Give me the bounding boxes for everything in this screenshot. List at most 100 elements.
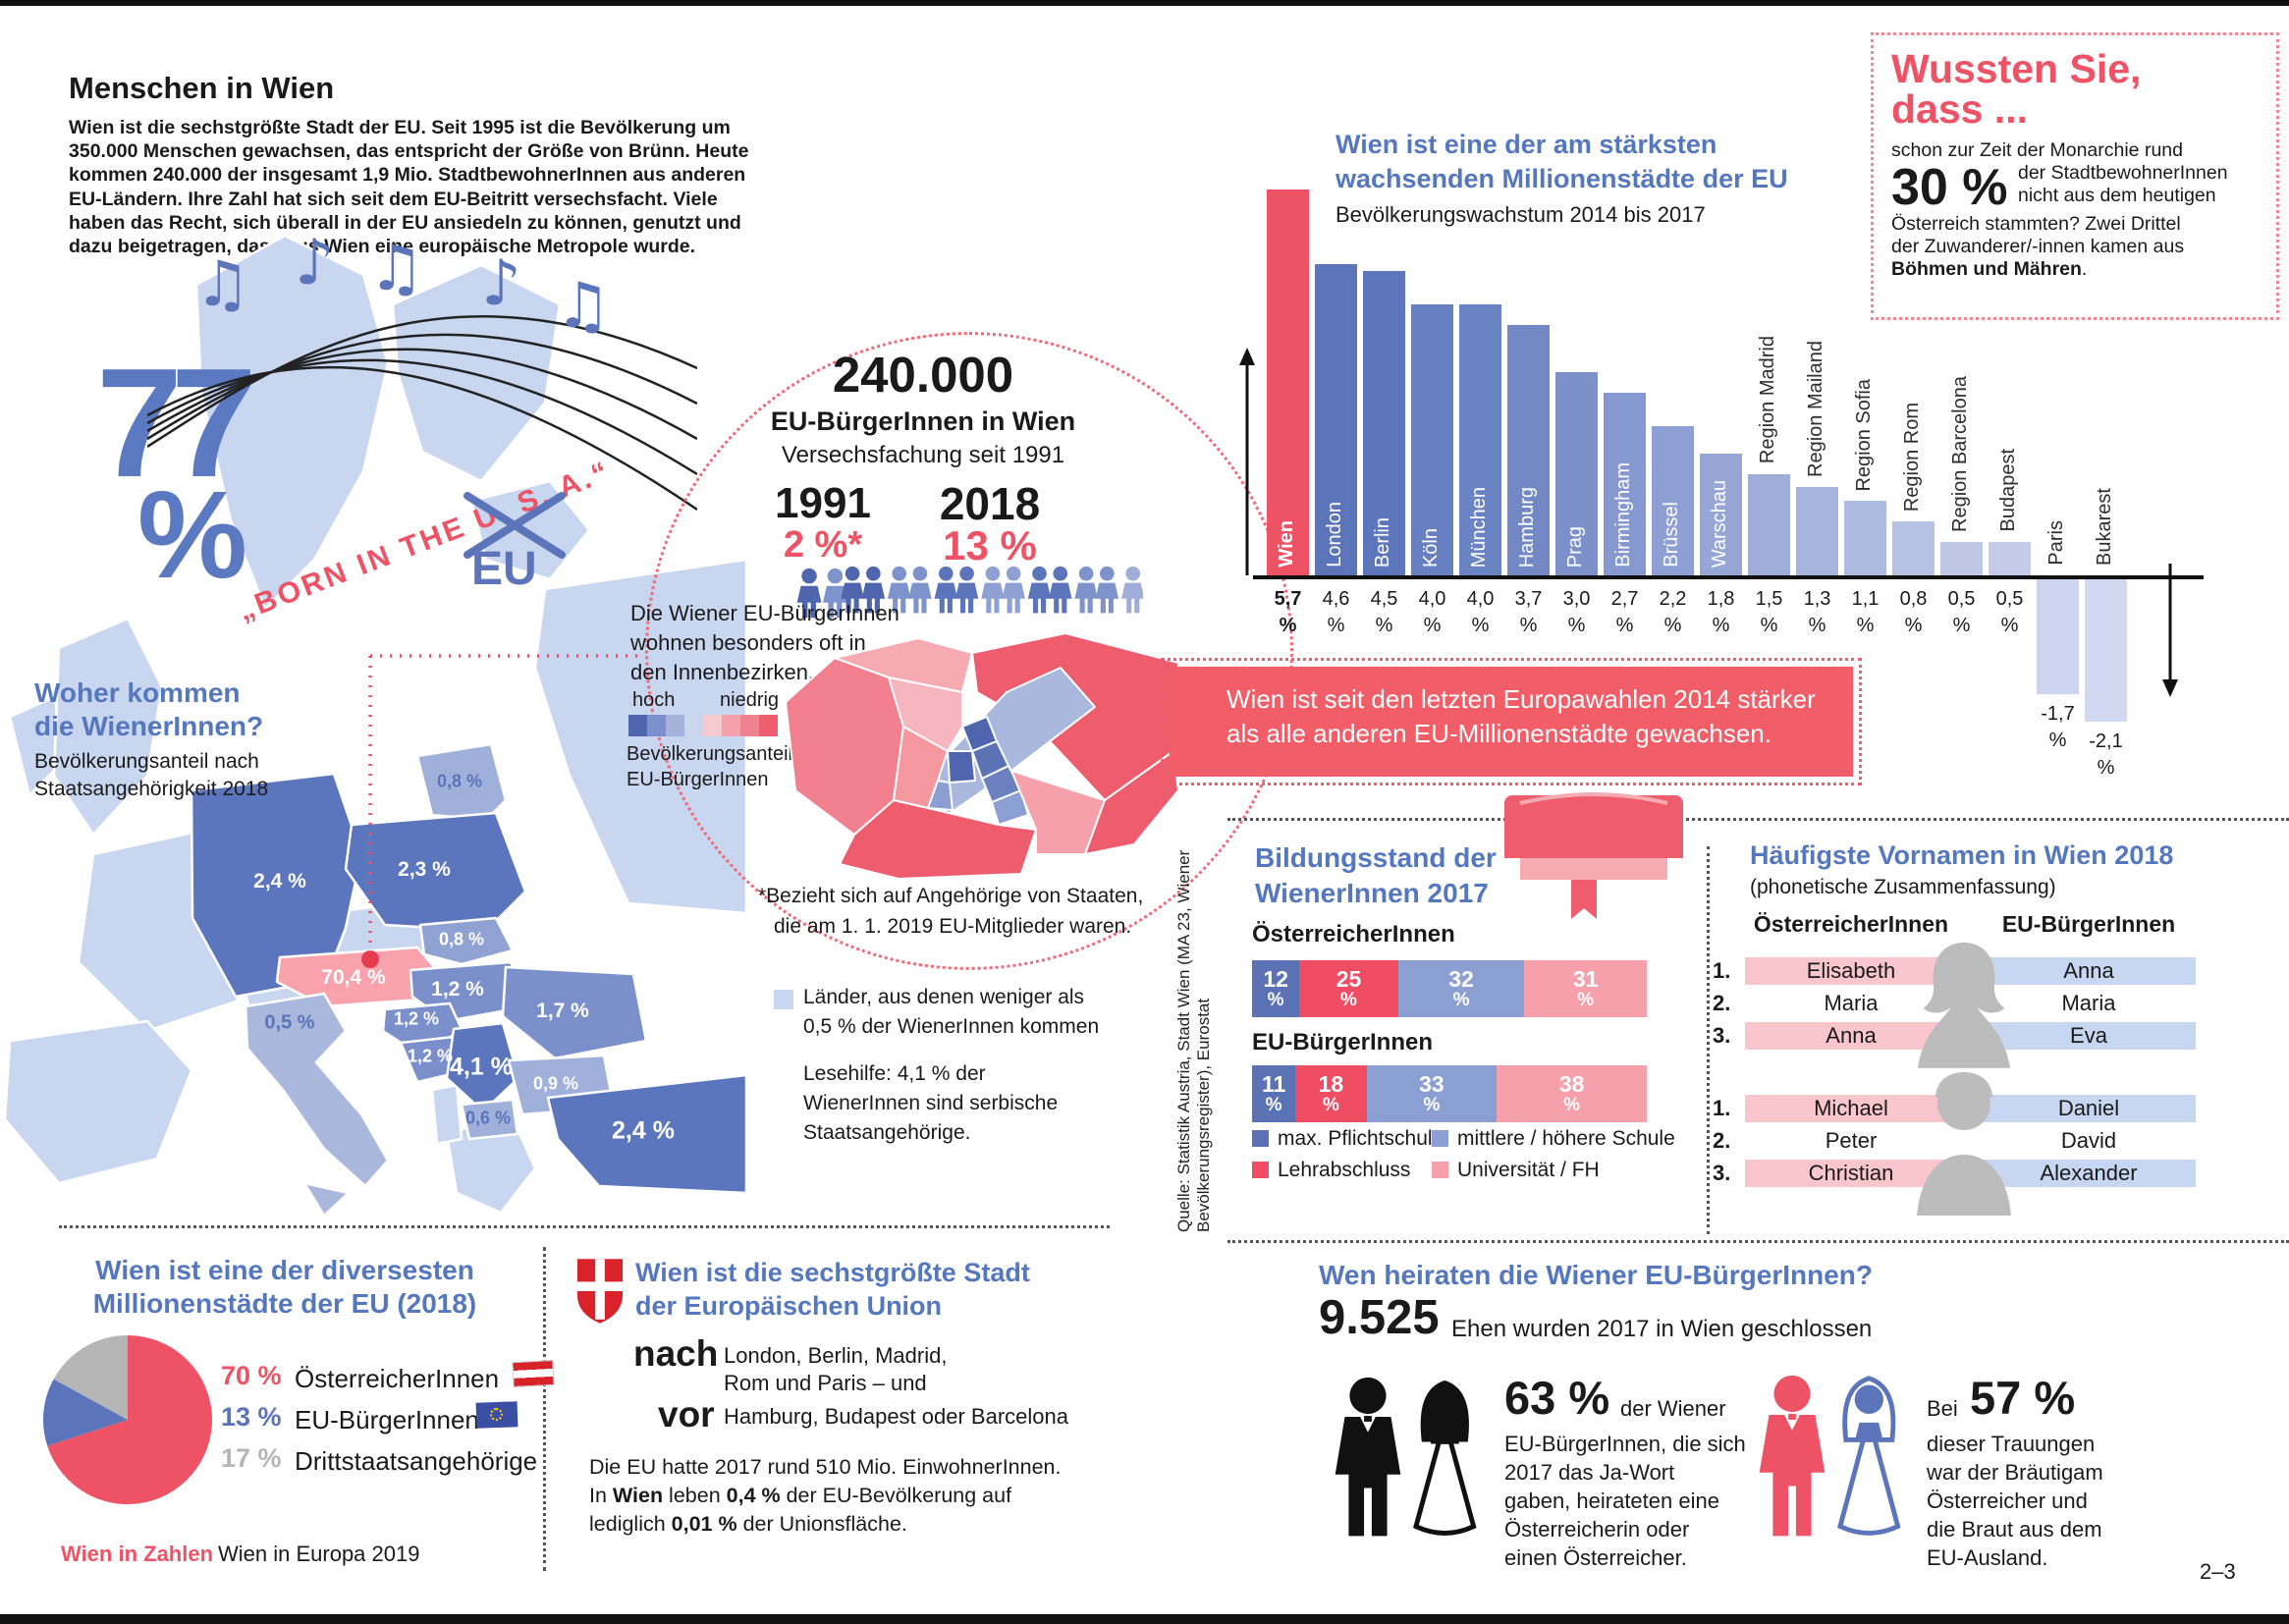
map-label-rum-nien: 1,7 % bbox=[536, 1000, 589, 1022]
sixth-vor: vor bbox=[658, 1394, 715, 1435]
inner-districts-note-2: wohnen besonders oft in bbox=[630, 630, 866, 655]
education-segment-sterreicherinnen-0: 12% bbox=[1252, 960, 1300, 1017]
didyouknow-rest-2: der Zuwanderer/-innen kamen aus bbox=[1891, 236, 2185, 257]
growth-value-bukarest: -2,1 bbox=[2089, 730, 2123, 752]
note-less-1: Länder, aus denen weniger als bbox=[803, 986, 1085, 1008]
didyouknow-period: . bbox=[2081, 258, 2088, 280]
marriage-right-line-4: die Braut aus dem bbox=[1927, 1517, 2102, 1542]
growth-city-paris: Paris bbox=[2045, 520, 2067, 566]
growth-banner: Wien ist seit den letzten Europawahlen 2… bbox=[1161, 658, 1862, 785]
map-label-serbien: 4,1 % bbox=[450, 1053, 513, 1081]
education-group-label-eu-b-rgerinnen: EU-BürgerInnen bbox=[1252, 1029, 1434, 1056]
country-rumaenien bbox=[501, 965, 648, 1060]
growth-value-hamburg: 3,7 bbox=[1514, 588, 1543, 610]
people-row-2018 bbox=[841, 566, 1145, 614]
origin-subheading-1: Bevölkerungsanteil nach bbox=[34, 750, 259, 773]
people-1991 bbox=[792, 568, 853, 624]
education-segment-eu-b-rgerinnen-1: 18% bbox=[1295, 1065, 1367, 1122]
country-tuerkei bbox=[546, 1073, 748, 1195]
map-label-t-rkei: 2,4 % bbox=[612, 1116, 675, 1145]
origin-heading-2: die WienerInnen? bbox=[34, 711, 264, 741]
names-title: Häufigste Vornamen in Wien 2018 bbox=[1750, 840, 2174, 870]
map-label-nordmazedonien: 0,6 % bbox=[464, 1108, 512, 1128]
name-rank-male-1: 1. bbox=[1713, 1096, 1731, 1120]
education-legend-swatch-universit-t-fh bbox=[1432, 1162, 1448, 1178]
growth-value-region-sofia: 1,1 bbox=[1851, 588, 1880, 610]
name-at-elisabeth: Elisabeth bbox=[1745, 957, 1957, 985]
education-segment-sterreicherinnen-3: 31% bbox=[1524, 960, 1647, 1017]
book-icon bbox=[1504, 792, 1683, 919]
growth-unit-prag: % bbox=[1567, 615, 1586, 636]
pie-label-austrians: ÖsterreicherInnen bbox=[295, 1364, 500, 1393]
name-rank-female-1: 1. bbox=[1713, 958, 1731, 983]
marriage-right-line-5: EU-Ausland. bbox=[1927, 1545, 2048, 1570]
intro-text: Wien ist die sechstgrößte Stadt der EU. … bbox=[69, 117, 749, 257]
separator-h-bottomleft bbox=[59, 1225, 1110, 1228]
education-segment-sterreicherinnen-2: 32% bbox=[1397, 960, 1525, 1017]
growth-unit-birmingham: % bbox=[1615, 615, 1634, 636]
growth-value-budapest: 0,5 bbox=[1995, 588, 2024, 610]
sixth-nach: nach bbox=[633, 1333, 719, 1374]
growth-city-region-mailand: Region Mailand bbox=[1805, 341, 1826, 478]
growth-unit-br-ssel: % bbox=[1663, 615, 1682, 636]
separator-v-bottomleft bbox=[543, 1247, 546, 1571]
marriage-left-line-5: einen Österreicher. bbox=[1504, 1545, 1687, 1570]
region-sizilien bbox=[302, 1181, 351, 1218]
country-italien bbox=[244, 992, 390, 1188]
region-albanien bbox=[430, 1083, 463, 1146]
growth-unit-region-barcelona: % bbox=[1952, 615, 1971, 636]
didyouknow-bold: Böhmen und Mähren bbox=[1891, 258, 2082, 280]
eu-citizens-number: 240.000 bbox=[832, 347, 1014, 403]
year-2018: 2018 bbox=[939, 478, 1041, 529]
page-title: Menschen in Wien bbox=[69, 71, 335, 105]
growth-value-paris: -1,7 bbox=[2041, 703, 2075, 726]
growth-subtitle: Bevölkerungswachstum 2014 bis 2017 bbox=[1335, 202, 1706, 227]
eu-flag-icon bbox=[475, 1401, 518, 1429]
marriage-right-line-2: war der Bräutigam bbox=[1927, 1460, 2103, 1485]
legend-low: niedrig bbox=[720, 689, 780, 711]
pie-slice-eu-b-rgerinnen bbox=[43, 1379, 128, 1446]
footnote-2: die am 1. 1. 2019 EU-Mitglieder waren. bbox=[774, 915, 1132, 938]
education-legend-label-max-pflichtschule: max. Pflichtschule bbox=[1278, 1127, 1444, 1150]
people-2018 bbox=[837, 566, 1145, 620]
legend-caption-2: EU-BürgerInnen bbox=[627, 769, 769, 790]
music-notes: ♫ ♪ ♫ ♪ ♫ bbox=[194, 227, 611, 343]
sixth-title-1: Wien ist die sechstgrößte Stadt bbox=[635, 1258, 1030, 1287]
pie-pct-austrians: 70 % bbox=[221, 1361, 282, 1390]
female-silhouette-icon bbox=[1918, 942, 2010, 1068]
lightblue-legend-swatch bbox=[774, 990, 793, 1009]
svg-text:♫: ♫ bbox=[368, 233, 424, 305]
marriage-left-beside: der Wiener bbox=[1620, 1396, 1726, 1421]
growth-bar-region-sofia bbox=[1844, 501, 1886, 575]
map-label-kroatien: 1,2 % bbox=[393, 1008, 440, 1029]
didyouknow-title-2: dass ... bbox=[1891, 86, 2029, 132]
growth-city-london: London bbox=[1324, 502, 1345, 568]
vienna-district-map bbox=[785, 633, 1178, 880]
reading-aid-3: Staatsangehörige. bbox=[803, 1121, 971, 1144]
pie-label-third: Drittstaatsangehörige bbox=[295, 1446, 538, 1476]
footnote-1: *Bezieht sich auf Angehörige von Staaten… bbox=[758, 885, 1144, 907]
marriage-right-line-1: dieser Trauungen bbox=[1927, 1432, 2096, 1456]
education-segment-eu-b-rgerinnen-2: 33% bbox=[1366, 1065, 1498, 1122]
name-at-christian: Christian bbox=[1745, 1160, 1957, 1187]
growth-unit-region-madrid: % bbox=[1760, 615, 1778, 636]
growth-bar-k-ln bbox=[1411, 304, 1453, 575]
country-daenemark bbox=[415, 742, 508, 822]
growth-unit-warschau: % bbox=[1712, 615, 1730, 636]
education-title-2: WienerInnen 2017 bbox=[1255, 878, 1489, 908]
education-bar-sterreicherinnen: 12% 25% 32% 31% bbox=[1252, 960, 1647, 1017]
growth-value-region-madrid: 1,5 bbox=[1755, 588, 1783, 610]
growth-value-region-barcelona: 0,5 bbox=[1947, 588, 1976, 610]
growth-city-hamburg: Hamburg bbox=[1516, 486, 1538, 568]
sixth-title-2: der Europäischen Union bbox=[635, 1291, 943, 1321]
growth-value-br-ssel: 2,2 bbox=[1659, 588, 1687, 610]
sixth-body-2: In Wien leben 0,4 % der EU-Bevölkerung a… bbox=[589, 1484, 1012, 1507]
down-arrow-icon bbox=[2162, 564, 2178, 697]
growth-city-budapest: Budapest bbox=[1997, 448, 2019, 532]
crossout-x-icon bbox=[463, 492, 566, 559]
marriage-title: Wen heiraten die Wiener EU-BürgerInnen? bbox=[1319, 1260, 1873, 1290]
name-eu-eva: Eva bbox=[1982, 1022, 2196, 1050]
name-eu-alexander: Alexander bbox=[1982, 1160, 2196, 1187]
separator-h-marriage bbox=[1227, 1240, 2289, 1243]
growth-bar-region-barcelona bbox=[1940, 541, 1983, 575]
